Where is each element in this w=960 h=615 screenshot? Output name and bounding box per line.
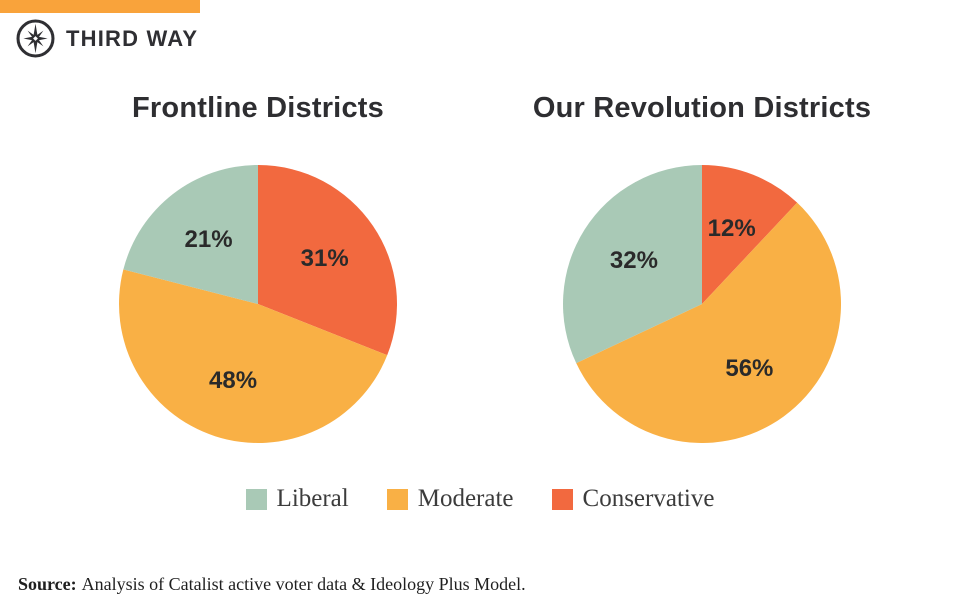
pie-slice-label: 21% [184, 226, 233, 254]
conservative-swatch-icon [551, 488, 573, 510]
compass-star-icon [16, 19, 55, 58]
frontline-pie-chart: 31% 48% 21% [119, 165, 398, 443]
legend-label: Moderate [417, 485, 514, 512]
pie-slice-label: 56% [725, 355, 774, 383]
pie-slice-conservative [258, 165, 398, 356]
source-prefix: Source: [18, 574, 77, 594]
pie-slice-conservative [702, 165, 798, 304]
top-accent-bar [0, 0, 200, 13]
chart-title-frontline: Frontline Districts [132, 92, 384, 124]
pie-slice-label: 48% [209, 366, 258, 394]
pie-slice-label: 32% [609, 246, 658, 274]
source-note: Source: Analysis of Catalist active voter… [18, 574, 526, 595]
pie-slice-liberal [563, 165, 702, 364]
pie-slice-label: 12% [707, 215, 756, 243]
legend: Liberal Moderate Conservative [0, 485, 960, 513]
moderate-swatch-icon [386, 488, 408, 510]
legend-item-conservative: Conservative [551, 485, 715, 513]
legend-item-liberal: Liberal [245, 485, 349, 513]
legend-label: Conservative [582, 485, 715, 512]
brand-name: THIRD WAY [66, 25, 199, 51]
chart-title-our-revolution: Our Revolution Districts [532, 92, 872, 124]
pie-slice-moderate [576, 202, 842, 444]
our-revolution-pie-chart: 12% 56% 32% [563, 165, 842, 444]
pie-slice-liberal [123, 165, 259, 304]
liberal-swatch-icon [245, 488, 267, 510]
source-text: Analysis of Catalist active voter data &… [81, 574, 526, 594]
brand-logo: THIRD WAY [14, 17, 198, 60]
legend-label: Liberal [276, 485, 349, 512]
pie-slice-label: 31% [300, 244, 349, 272]
legend-item-moderate: Moderate [386, 485, 514, 513]
pie-slice-moderate [119, 269, 388, 443]
